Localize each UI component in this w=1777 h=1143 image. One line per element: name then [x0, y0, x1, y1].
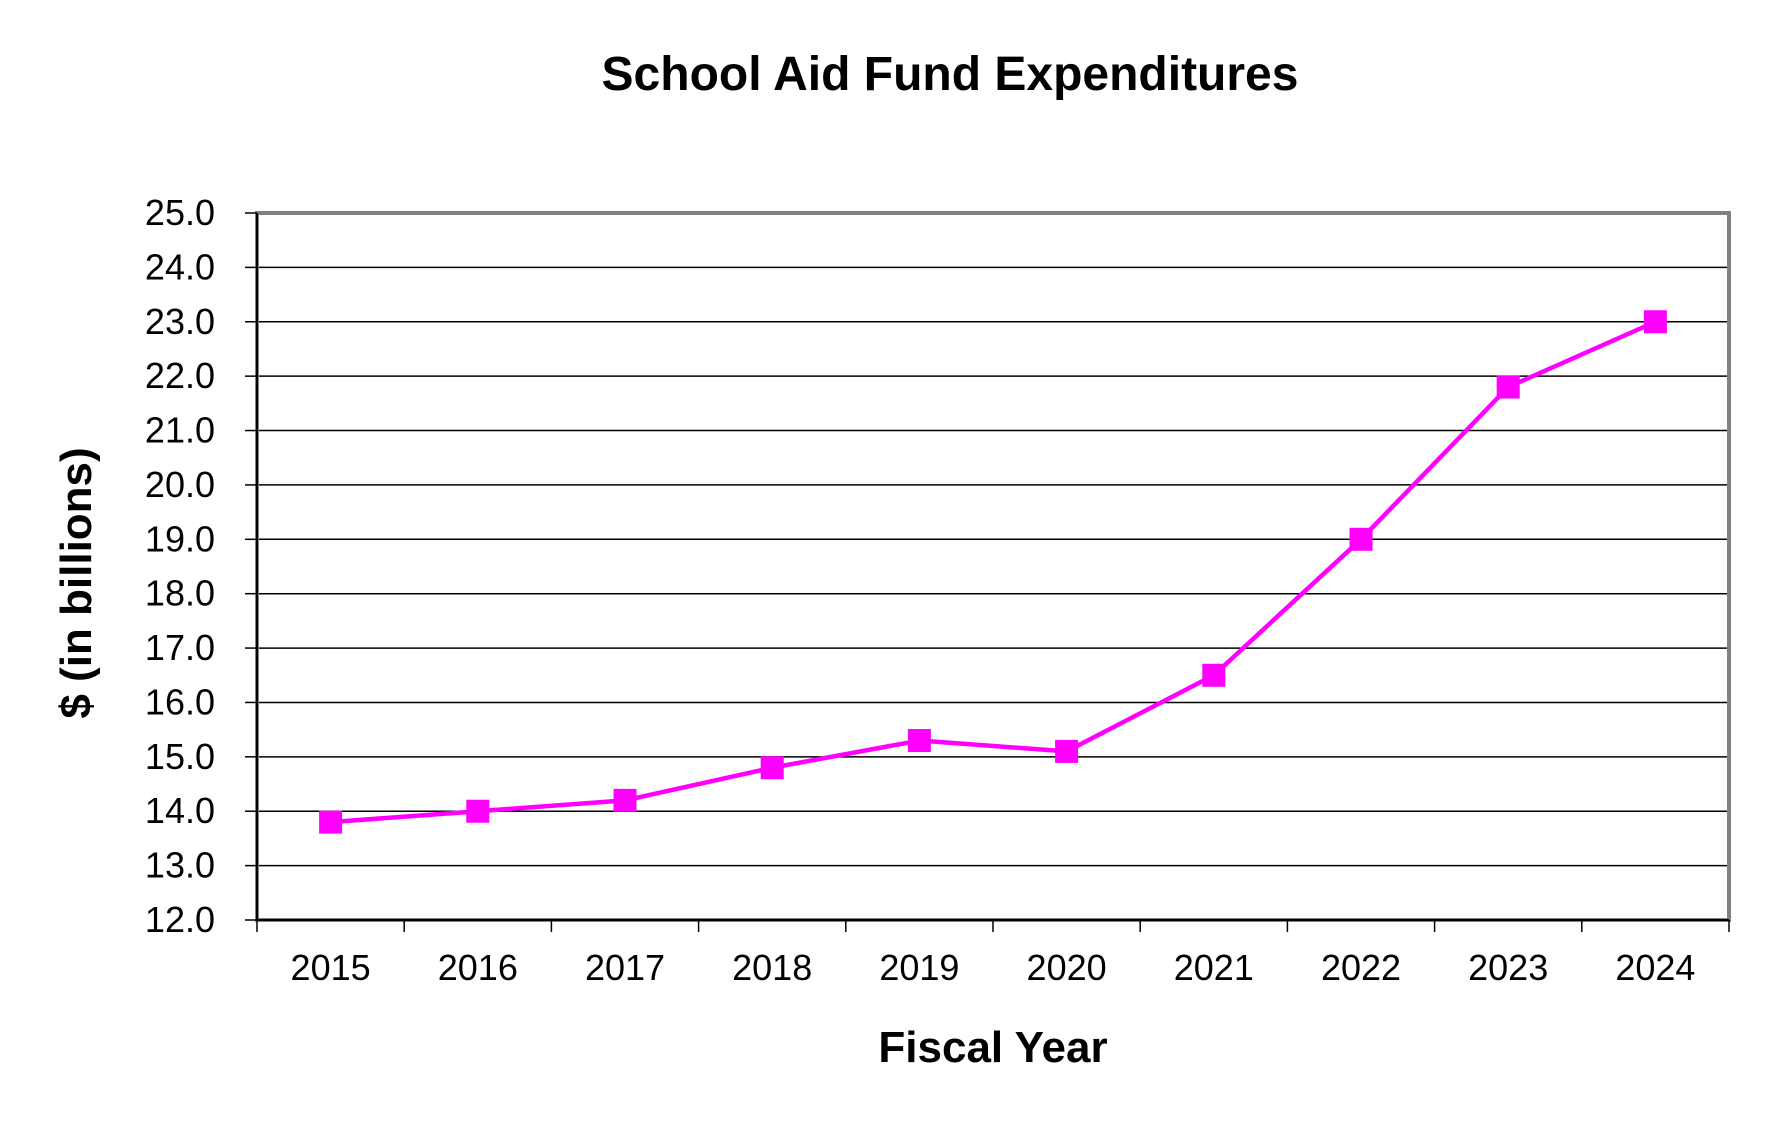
y-tick-label: 24.0 — [145, 246, 215, 287]
y-tick-label: 15.0 — [145, 736, 215, 777]
x-tick-label: 2017 — [585, 947, 665, 988]
chart-title: School Aid Fund Expenditures — [602, 48, 1299, 101]
y-tick-label: 17.0 — [145, 627, 215, 668]
y-tick-label: 21.0 — [145, 410, 215, 451]
gridlines — [257, 266, 1729, 867]
data-point-marker — [1496, 375, 1520, 399]
data-point-marker — [1643, 310, 1667, 334]
x-tick-label: 2022 — [1321, 947, 1401, 988]
data-point-marker — [613, 788, 637, 812]
y-tick-label: 13.0 — [145, 845, 215, 886]
data-point-marker — [1202, 663, 1226, 687]
x-tick-label: 2018 — [732, 947, 812, 988]
axes — [245, 212, 1730, 932]
x-tick-label: 2016 — [438, 947, 518, 988]
data-point-marker — [760, 756, 784, 780]
data-point-marker — [1055, 739, 1079, 763]
y-tick-label: 12.0 — [145, 899, 215, 940]
y-tick-label: 23.0 — [145, 301, 215, 342]
x-axis-title: Fiscal Year — [878, 1023, 1107, 1072]
y-tick-label: 19.0 — [145, 518, 215, 559]
y-tick-label: 14.0 — [145, 790, 215, 831]
x-tick-label: 2019 — [879, 947, 959, 988]
y-tick-label: 16.0 — [145, 681, 215, 722]
x-tick-label: 2021 — [1174, 947, 1254, 988]
x-tick-labels: 2015 2016 2017 2018 2019 2020 2021 2022 2023 2024 — [291, 947, 1696, 988]
y-tick-label: 20.0 — [145, 464, 215, 505]
y-tick-labels: 12.0 13.0 14.0 15.0 16.0 17.0 18.0 19.0 20.0 21.0… — [145, 192, 215, 940]
data-point-marker — [907, 729, 931, 753]
data-point-marker — [319, 810, 343, 834]
x-tick-label: 2024 — [1615, 947, 1695, 988]
data-point-marker — [1349, 527, 1373, 551]
series-line — [330, 319, 1657, 825]
y-tick-label: 18.0 — [145, 573, 215, 614]
y-tick-label: 22.0 — [145, 355, 215, 396]
plot-area: 12.0 13.0 14.0 15.0 16.0 17.0 18.0 19.0 20.0 21.0… — [145, 192, 1731, 988]
x-tick-label: 2020 — [1027, 947, 1107, 988]
x-tick-label: 2023 — [1468, 947, 1548, 988]
y-tick-label: 25.0 — [145, 192, 215, 233]
data-point-marker — [466, 799, 490, 823]
series-group — [319, 310, 1667, 834]
y-axis-title: $ (in billions) — [52, 447, 101, 718]
x-tick-label: 2015 — [291, 947, 371, 988]
